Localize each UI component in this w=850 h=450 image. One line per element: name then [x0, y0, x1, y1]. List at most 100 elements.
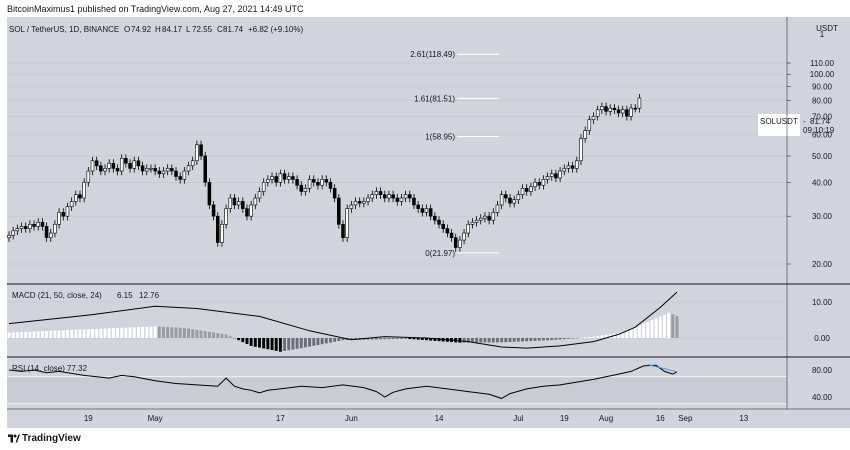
candle-up	[270, 176, 274, 180]
last-price-box	[758, 114, 800, 136]
rsi-axis[interactable]: 40.00 80.00	[812, 366, 833, 402]
candle-down	[412, 197, 416, 206]
macd-histogram-bar	[475, 338, 479, 343]
candle-up	[345, 208, 349, 238]
candle-up	[28, 224, 32, 229]
macd-histogram-bar	[429, 338, 433, 341]
macd-histogram-bar	[479, 338, 483, 343]
candle-down	[445, 228, 450, 234]
macd-histogram-bar	[191, 329, 195, 338]
macd-histogram-bar	[387, 338, 391, 340]
candle-down	[616, 109, 621, 114]
chart-area[interactable]: 2.61(118.49) 1.61(81.51) 1(58.95) 0(21.97) …	[7, 17, 850, 428]
macd-histogram-bar	[86, 329, 90, 338]
macd-histogram-bar	[416, 338, 420, 340]
candle-up	[595, 109, 600, 117]
macd-histogram-bar	[128, 327, 132, 338]
macd-histogram-bar	[45, 330, 49, 338]
candle-up	[224, 208, 228, 225]
time-axis[interactable]: 19 May 17 Jun 14 Jul 19 Aug 16 Sep 13	[7, 408, 850, 423]
publish-bar: BitcoinMaximus1 published on TradingView…	[0, 0, 850, 17]
macd-histogram-bar	[166, 327, 170, 338]
candle-down	[428, 208, 433, 217]
time-tick-label: May	[148, 414, 163, 423]
macd-histogram-bar	[220, 333, 224, 338]
macd-histogram-bar	[637, 325, 641, 338]
legend-close-label: C	[217, 25, 223, 34]
fib-level-label: 1(58.95)	[425, 133, 455, 142]
rsi-line	[8, 364, 678, 399]
macd-histogram-bar	[366, 338, 370, 340]
chart-svg[interactable]: 2.61(118.49)1.61(81.51)1(58.95)0(21.97) …	[7, 17, 850, 428]
candle-down	[408, 194, 412, 199]
macd-histogram-bar	[53, 330, 57, 338]
rsi-tick-label: 80.00	[812, 366, 833, 375]
candle-up	[620, 109, 625, 114]
candle-down	[140, 165, 145, 172]
macd-histogram-bar	[287, 338, 291, 351]
macd-histogram-bar	[374, 338, 378, 340]
macd-histogram-bar	[308, 338, 312, 347]
macd-histogram-bar	[558, 338, 562, 340]
candle-up	[253, 197, 258, 206]
candle-down	[174, 170, 178, 177]
candle-down	[391, 194, 395, 199]
candle-down	[215, 215, 220, 243]
legend-close: 81.74	[223, 25, 244, 34]
macd-histogram-bar	[149, 326, 153, 338]
fib-retracement[interactable]: 2.61(118.49) 1.61(81.51) 1(58.95) 0(21.97)	[410, 50, 499, 258]
macd-histogram-bar	[303, 338, 307, 348]
macd-histogram-bar	[178, 327, 182, 338]
macd-histogram-bar	[583, 337, 587, 338]
price-axis[interactable]: 20.00 30.00 40.00 50.00 60.00 70.00 80.00 90.00…	[787, 30, 835, 269]
macd-histogram-bar	[212, 332, 216, 338]
macd-histogram-bar	[324, 338, 328, 344]
macd-histogram-bar	[617, 333, 621, 338]
macd-histogram-bar	[433, 338, 437, 341]
macd-histogram-bar	[15, 332, 19, 338]
macd-histogram-bar	[249, 338, 253, 346]
last-price-label[interactable]: SOLUSDT - 81.74 09:10:19	[758, 114, 835, 136]
legend-open: 74.92	[131, 25, 152, 34]
time-tick-label: 13	[739, 414, 748, 423]
candle-down	[241, 201, 245, 209]
candle-down	[78, 194, 82, 199]
macd-histogram-bar	[216, 333, 220, 338]
macd-histogram-bar	[136, 327, 140, 338]
candle-up	[516, 194, 521, 201]
rsi-value: 77.32	[67, 364, 88, 373]
macd-histogram-bar	[420, 338, 424, 340]
macd-tick-label: 0.00	[814, 334, 830, 343]
macd-histogram-bar	[487, 338, 491, 343]
rsi-divergence-line[interactable]	[647, 364, 678, 373]
macd-histogram-bar	[333, 338, 337, 342]
candle-up	[466, 224, 471, 234]
macd-histogram-bar	[7, 332, 11, 338]
macd-histogram-bar	[491, 338, 495, 343]
candle-up	[491, 212, 496, 221]
rsi-tick-label: 40.00	[812, 393, 833, 402]
macd-histogram-bar	[329, 338, 332, 343]
macd-histogram-bar	[537, 338, 541, 341]
candle-up	[587, 119, 592, 131]
candle-down	[449, 232, 454, 238]
macd-histogram-bar	[24, 331, 28, 338]
candle-down	[337, 197, 341, 225]
candle-down	[332, 188, 337, 199]
price-tick-label: 30.00	[812, 212, 833, 221]
candle-up	[90, 160, 95, 172]
macd-histogram-bar	[111, 328, 115, 338]
candle-up	[545, 176, 550, 180]
macd-histogram-bar	[312, 338, 316, 346]
footer-brand: TradingView	[22, 433, 81, 444]
macd-histogram-bar	[320, 338, 324, 345]
macd-histogram-bar	[650, 320, 654, 338]
macd-histogram-bar	[316, 338, 320, 346]
macd-histogram-bar	[646, 321, 650, 338]
candle-up	[182, 170, 187, 180]
macd-histogram-bar	[199, 330, 203, 338]
price-tick-label: 90.00	[812, 83, 833, 92]
macd-axis[interactable]: 0.00 10.00	[812, 298, 833, 343]
macd-histogram-bar	[95, 328, 99, 338]
macd-histogram-bar	[40, 331, 44, 338]
